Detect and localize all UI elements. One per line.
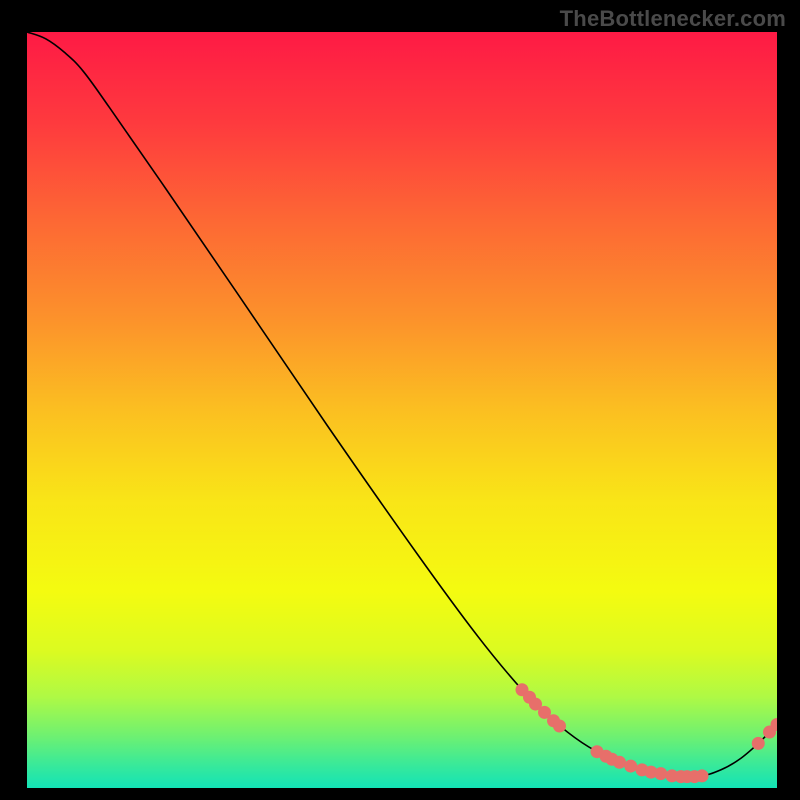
data-marker [654,767,667,780]
data-marker [624,760,637,773]
data-marker [752,737,765,750]
data-marker [613,756,626,769]
data-marker [553,720,566,733]
bottleneck-chart [27,32,777,788]
data-marker [696,769,709,782]
chart-stage: TheBottlenecker.com [0,0,800,800]
chart-background [27,32,777,788]
watermark-text: TheBottlenecker.com [560,6,786,32]
